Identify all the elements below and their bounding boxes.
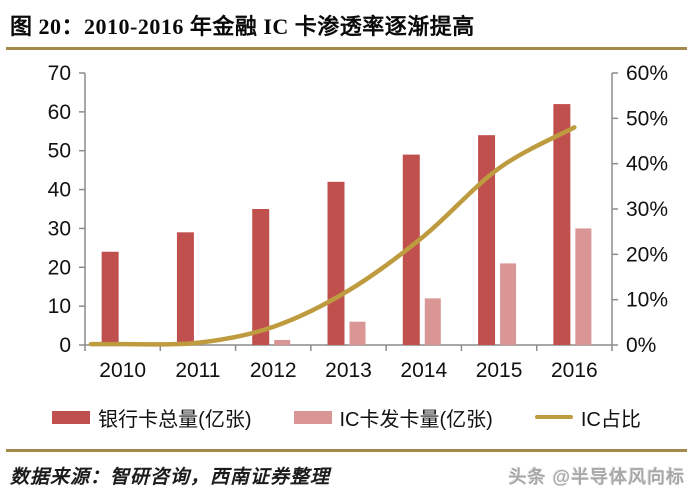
- ic-issued-bar: [349, 321, 366, 345]
- ic-issued-bar: [274, 339, 291, 345]
- left-axis-tick-label: 20: [48, 256, 71, 279]
- legend-item-ic-issued: IC卡发卡量(亿张): [293, 403, 493, 432]
- left-axis-tick-label: 30: [48, 217, 71, 240]
- left-axis-tick-label: 0: [59, 334, 71, 357]
- left-axis-tick-label: 60: [48, 101, 71, 124]
- title-separator-line: [6, 47, 687, 50]
- bank-total-bar: [252, 209, 270, 345]
- bank-total-bar: [176, 232, 194, 345]
- chart-canvas: 0 10 20 30 40 50 60 70 0% 10% 20% 30% 40% 50% 60% 2010 2…: [48, 62, 668, 382]
- footer-separator-line: [6, 449, 687, 452]
- watermark-text: 头条 @半导体风向标: [508, 466, 685, 487]
- bank-total-bar: [402, 154, 420, 345]
- left-axis-tick-label: 70: [48, 62, 71, 85]
- x-axis-category-label: 2016: [551, 359, 598, 382]
- right-axis-tick-label: 40%: [626, 153, 668, 176]
- right-axis-tick-label: 50%: [626, 107, 668, 130]
- chart-legend: 银行卡总量(亿张) IC卡发卡量(亿张) IC占比: [0, 402, 693, 432]
- right-axis-tick-label: 30%: [626, 198, 668, 221]
- legend-label-bank-total: 银行卡总量(亿张): [98, 408, 252, 431]
- chart-area: 0 10 20 30 40 50 60 70 0% 10% 20% 30% 40% 50% 60% 2010 2…: [0, 50, 693, 400]
- right-axis-tick-label: 20%: [626, 243, 668, 266]
- bank-total-bar: [478, 135, 496, 345]
- x-axis-category-label: 2015: [476, 359, 523, 382]
- left-axis-tick-label: 50: [48, 140, 71, 163]
- ic-share-line-swatch-icon: [534, 415, 573, 419]
- footer: 数据来源：智研咨询，西南证券整理 头条 @半导体风向标: [0, 452, 693, 488]
- ic-issued-bar: [575, 228, 592, 345]
- bank-total-bar: [553, 104, 571, 345]
- left-axis-tick-label: 40: [48, 179, 71, 202]
- legend-label-ic-issued: IC卡发卡量(亿张): [339, 408, 493, 431]
- chart-title: 图 20：2010-2016 年金融 IC 卡渗透率逐渐提高: [10, 14, 475, 39]
- x-axis-category-label: 2013: [325, 359, 372, 382]
- ic-share-line: [88, 125, 577, 347]
- right-axis-tick-label: 10%: [626, 289, 668, 312]
- x-axis-category-label: 2014: [400, 359, 447, 382]
- bank-total-bar: [101, 251, 119, 345]
- ic-issued-swatch-icon: [293, 410, 332, 424]
- right-axis-tick-label: 0%: [626, 334, 656, 357]
- x-axis-category-label: 2010: [99, 359, 146, 382]
- legend-label-ic-share: IC占比: [580, 408, 641, 431]
- data-source-note: 数据来源：智研咨询，西南证券整理: [10, 467, 331, 488]
- left-axis-tick-label: 10: [48, 295, 71, 318]
- x-axis-category-label: 2011: [175, 359, 220, 382]
- ic-issued-bar: [500, 263, 517, 345]
- legend-item-bank-total: 银行卡总量(亿张): [52, 403, 252, 432]
- x-axis-category-label: 2012: [250, 359, 297, 382]
- right-axis-tick-label: 60%: [626, 62, 668, 85]
- bank-total-bar: [327, 181, 345, 345]
- legend-item-ic-share: IC占比: [534, 403, 641, 432]
- ic-issued-bar: [424, 298, 441, 345]
- bank-total-swatch-icon: [52, 410, 91, 424]
